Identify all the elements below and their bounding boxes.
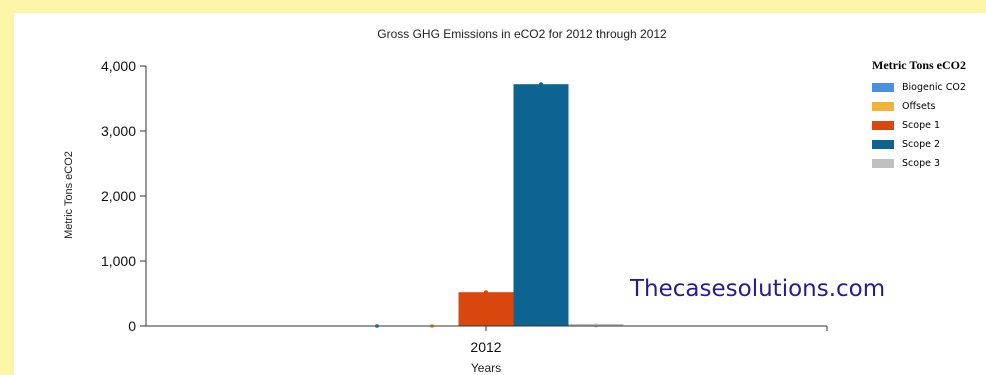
chart-title: Gross GHG Emissions in eCO2 for 2012 thr… (377, 27, 667, 41)
legend-label: Scope 1 (902, 120, 941, 131)
legend: Metric Tons eCO2 Biogenic CO2 Offsets Sc… (872, 58, 986, 173)
y-tick-label: 2,000 (101, 188, 136, 204)
legend-label: Biogenic CO2 (902, 82, 966, 93)
legend-swatch (872, 140, 894, 149)
x-tick-label: 2012 (470, 339, 501, 355)
legend-item-scope-2: Scope 2 (872, 135, 986, 154)
y-tick-label: 3,000 (101, 123, 136, 139)
legend-label: Scope 3 (902, 158, 941, 169)
legend-item-scope-3: Scope 3 (872, 154, 986, 173)
bar-marker (484, 290, 488, 295)
legend-label: Scope 2 (902, 139, 941, 150)
x-axis-label: Years (471, 361, 501, 375)
bar-scope-2 (513, 84, 569, 326)
y-axis-label: Metric Tons eCO2 (63, 151, 75, 239)
legend-swatch (872, 102, 894, 111)
legend-swatch (872, 159, 894, 168)
legend-item-offsets: Offsets (872, 97, 986, 116)
watermark-text: Thecasesolutions.com (630, 276, 886, 302)
bar-marker (539, 82, 543, 87)
y-tick-label: 0 (128, 318, 136, 334)
legend-item-scope-1: Scope 1 (872, 116, 986, 135)
legend-item-biogenic-co2: Biogenic CO2 (872, 78, 986, 97)
bar-marker (594, 323, 598, 328)
bar-scope-1 (458, 292, 514, 326)
y-tick-label: 1,000 (101, 253, 136, 269)
legend-label: Offsets (902, 101, 936, 112)
legend-swatch (872, 121, 894, 130)
legend-swatch (872, 83, 894, 92)
y-tick-label: 4,000 (101, 58, 136, 74)
legend-title: Metric Tons eCO2 (872, 58, 966, 72)
